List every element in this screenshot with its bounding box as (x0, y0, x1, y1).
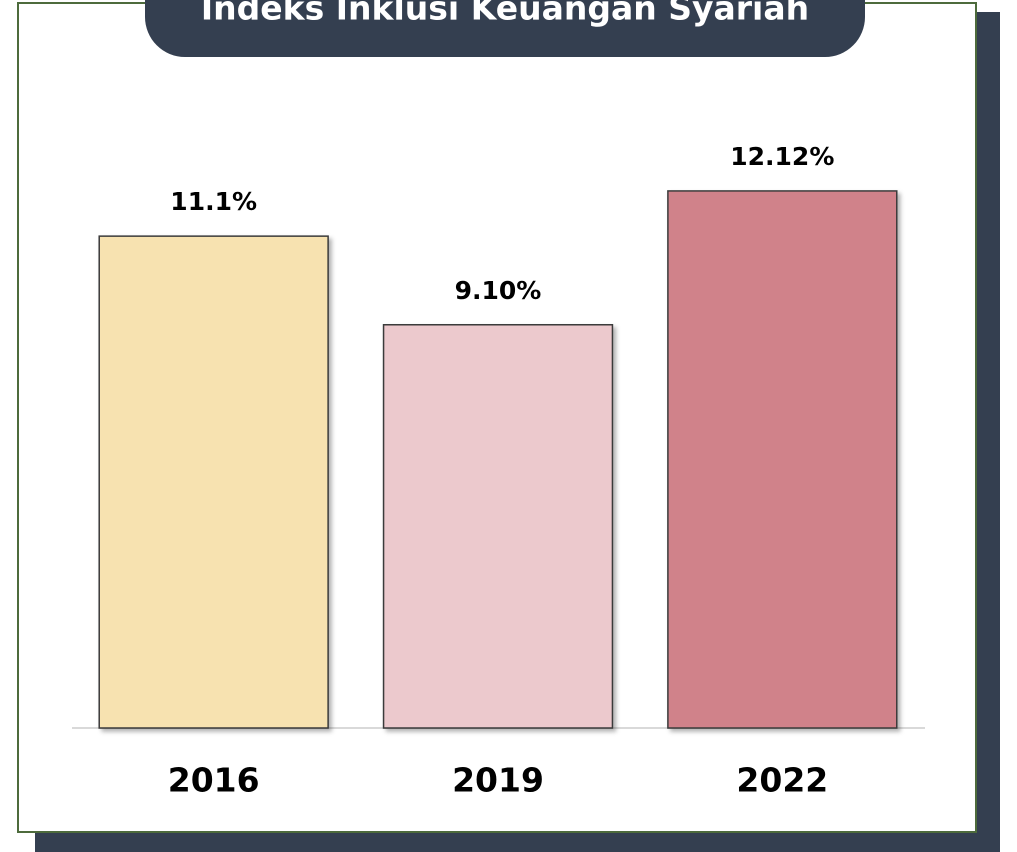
chart-title: Indeks Inklusi Keuangan Syariah (201, 0, 809, 28)
x-tick-label: 2022 (736, 761, 828, 800)
title-pill (145, 0, 865, 57)
value-label: 9.10% (455, 276, 542, 305)
x-tick-label: 2019 (452, 761, 544, 800)
bar (98, 235, 329, 729)
bar (382, 324, 614, 729)
value-label: 11.1% (170, 187, 257, 216)
bar (667, 190, 898, 729)
x-tick-label: 2016 (168, 761, 260, 800)
value-label: 12.12% (730, 142, 834, 171)
